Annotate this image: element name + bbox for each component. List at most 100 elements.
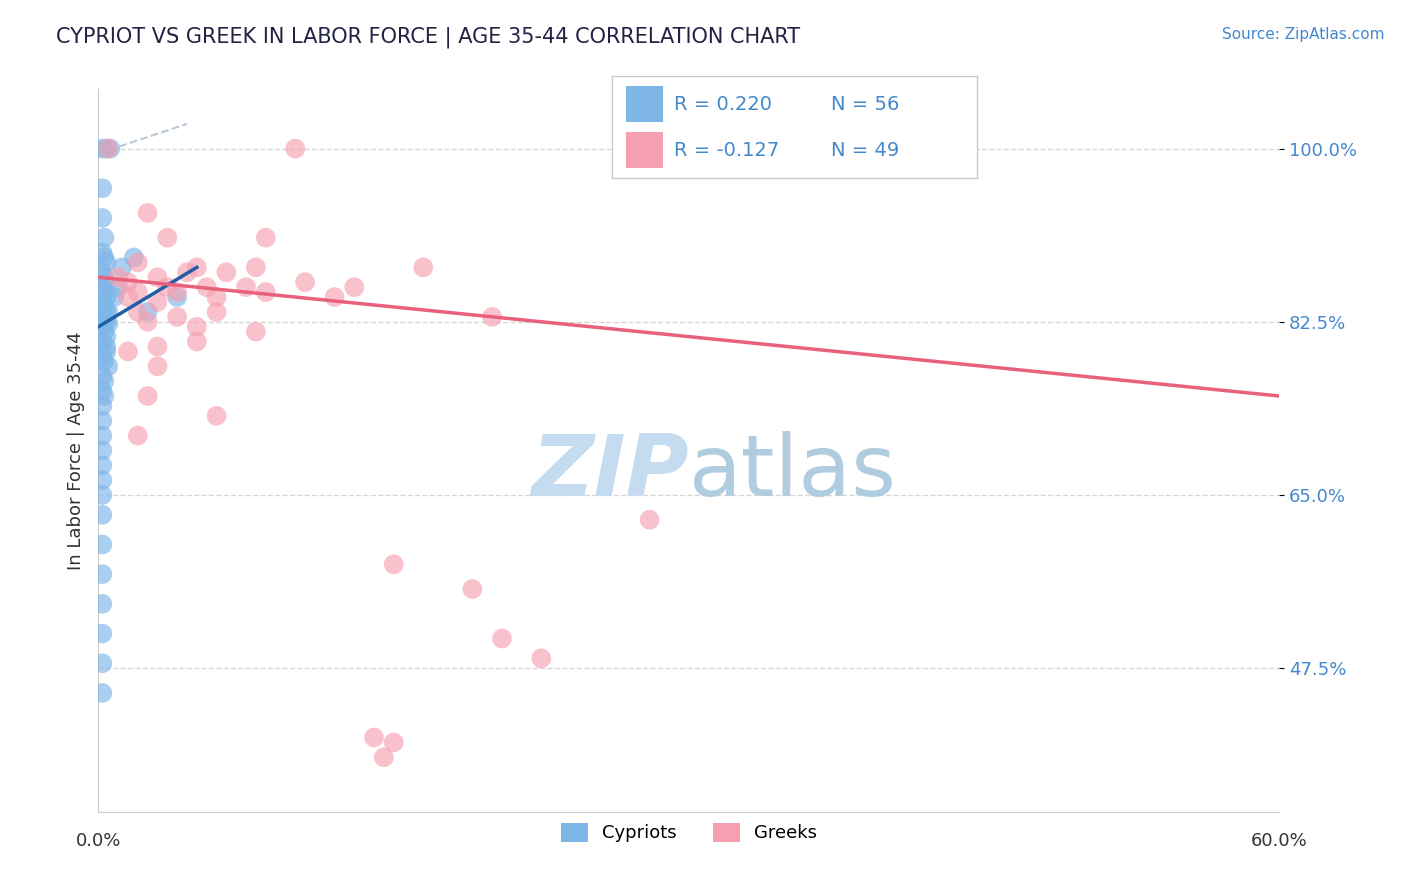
Point [96,344,118,359]
Point [97,359,120,374]
Point [98,142,121,156]
Point [363,731,385,745]
Point [97,305,120,319]
Point [96,339,118,353]
Y-axis label: In Labor Force | Age 35-44: In Labor Force | Age 35-44 [66,331,84,570]
Text: N = 56: N = 56 [831,95,900,113]
Point [205,290,228,304]
Point [146,295,169,310]
Point [91,319,114,334]
Point [107,280,129,294]
Point [146,270,169,285]
Point [96,305,118,319]
Point [93,354,115,368]
Point [136,389,159,403]
Point [245,260,267,275]
Point [136,315,159,329]
Point [91,265,114,279]
Point [107,270,129,285]
Text: Source: ZipAtlas.com: Source: ZipAtlas.com [1222,27,1385,42]
Point [91,597,114,611]
Point [91,245,114,260]
Point [93,300,115,314]
Legend: Cypriots, Greeks: Cypriots, Greeks [554,816,824,850]
Point [91,686,114,700]
Point [96,315,118,329]
Point [91,310,114,324]
Point [91,473,114,487]
Point [638,513,661,527]
Point [91,657,114,671]
Point [127,428,149,442]
Point [117,344,139,359]
Point [156,230,179,244]
Point [156,280,179,294]
Point [91,488,114,502]
Point [91,369,114,384]
Point [530,651,553,665]
Point [93,270,115,285]
Point [412,260,434,275]
Point [91,537,114,551]
Point [91,458,114,473]
Point [93,374,115,388]
Point [91,181,114,195]
Point [186,334,208,349]
Point [93,251,115,265]
Point [294,275,316,289]
Point [146,339,169,353]
Point [254,285,277,299]
Point [373,750,395,764]
Point [91,142,114,156]
Text: 0.0%: 0.0% [76,831,121,849]
Point [93,311,115,326]
Point [91,508,114,522]
Point [91,626,114,640]
Point [491,632,513,646]
Point [235,280,257,294]
Point [186,319,208,334]
Point [254,230,277,244]
Point [117,290,139,304]
Bar [626,132,662,168]
Point [96,142,118,156]
Point [96,290,118,304]
Point [166,285,188,299]
Point [91,414,114,428]
Point [284,142,307,156]
Point [127,305,149,319]
Point [481,310,503,324]
Bar [626,87,662,122]
Point [122,251,145,265]
Text: N = 49: N = 49 [831,141,900,160]
Point [91,295,114,310]
Point [382,735,405,749]
Point [127,285,149,299]
Point [186,260,208,275]
Text: R = -0.127: R = -0.127 [673,141,779,160]
Point [97,142,120,156]
Point [91,399,114,413]
Point [91,384,114,398]
Point [146,359,169,374]
Point [91,211,114,225]
Point [93,285,115,299]
Point [914,142,936,156]
Point [136,206,159,220]
Point [245,325,267,339]
Text: CYPRIOT VS GREEK IN LABOR FORCE | AGE 35-44 CORRELATION CHART: CYPRIOT VS GREEK IN LABOR FORCE | AGE 35… [56,27,800,48]
Point [215,265,238,279]
Point [176,265,198,279]
Point [93,389,115,403]
Point [91,280,114,294]
Point [91,567,114,582]
Point [96,275,118,289]
Point [97,317,120,331]
Point [91,428,114,442]
Point [343,280,366,294]
Point [136,305,159,319]
Point [117,275,139,289]
Point [205,305,228,319]
Point [382,558,405,572]
Text: R = 0.220: R = 0.220 [673,95,772,113]
